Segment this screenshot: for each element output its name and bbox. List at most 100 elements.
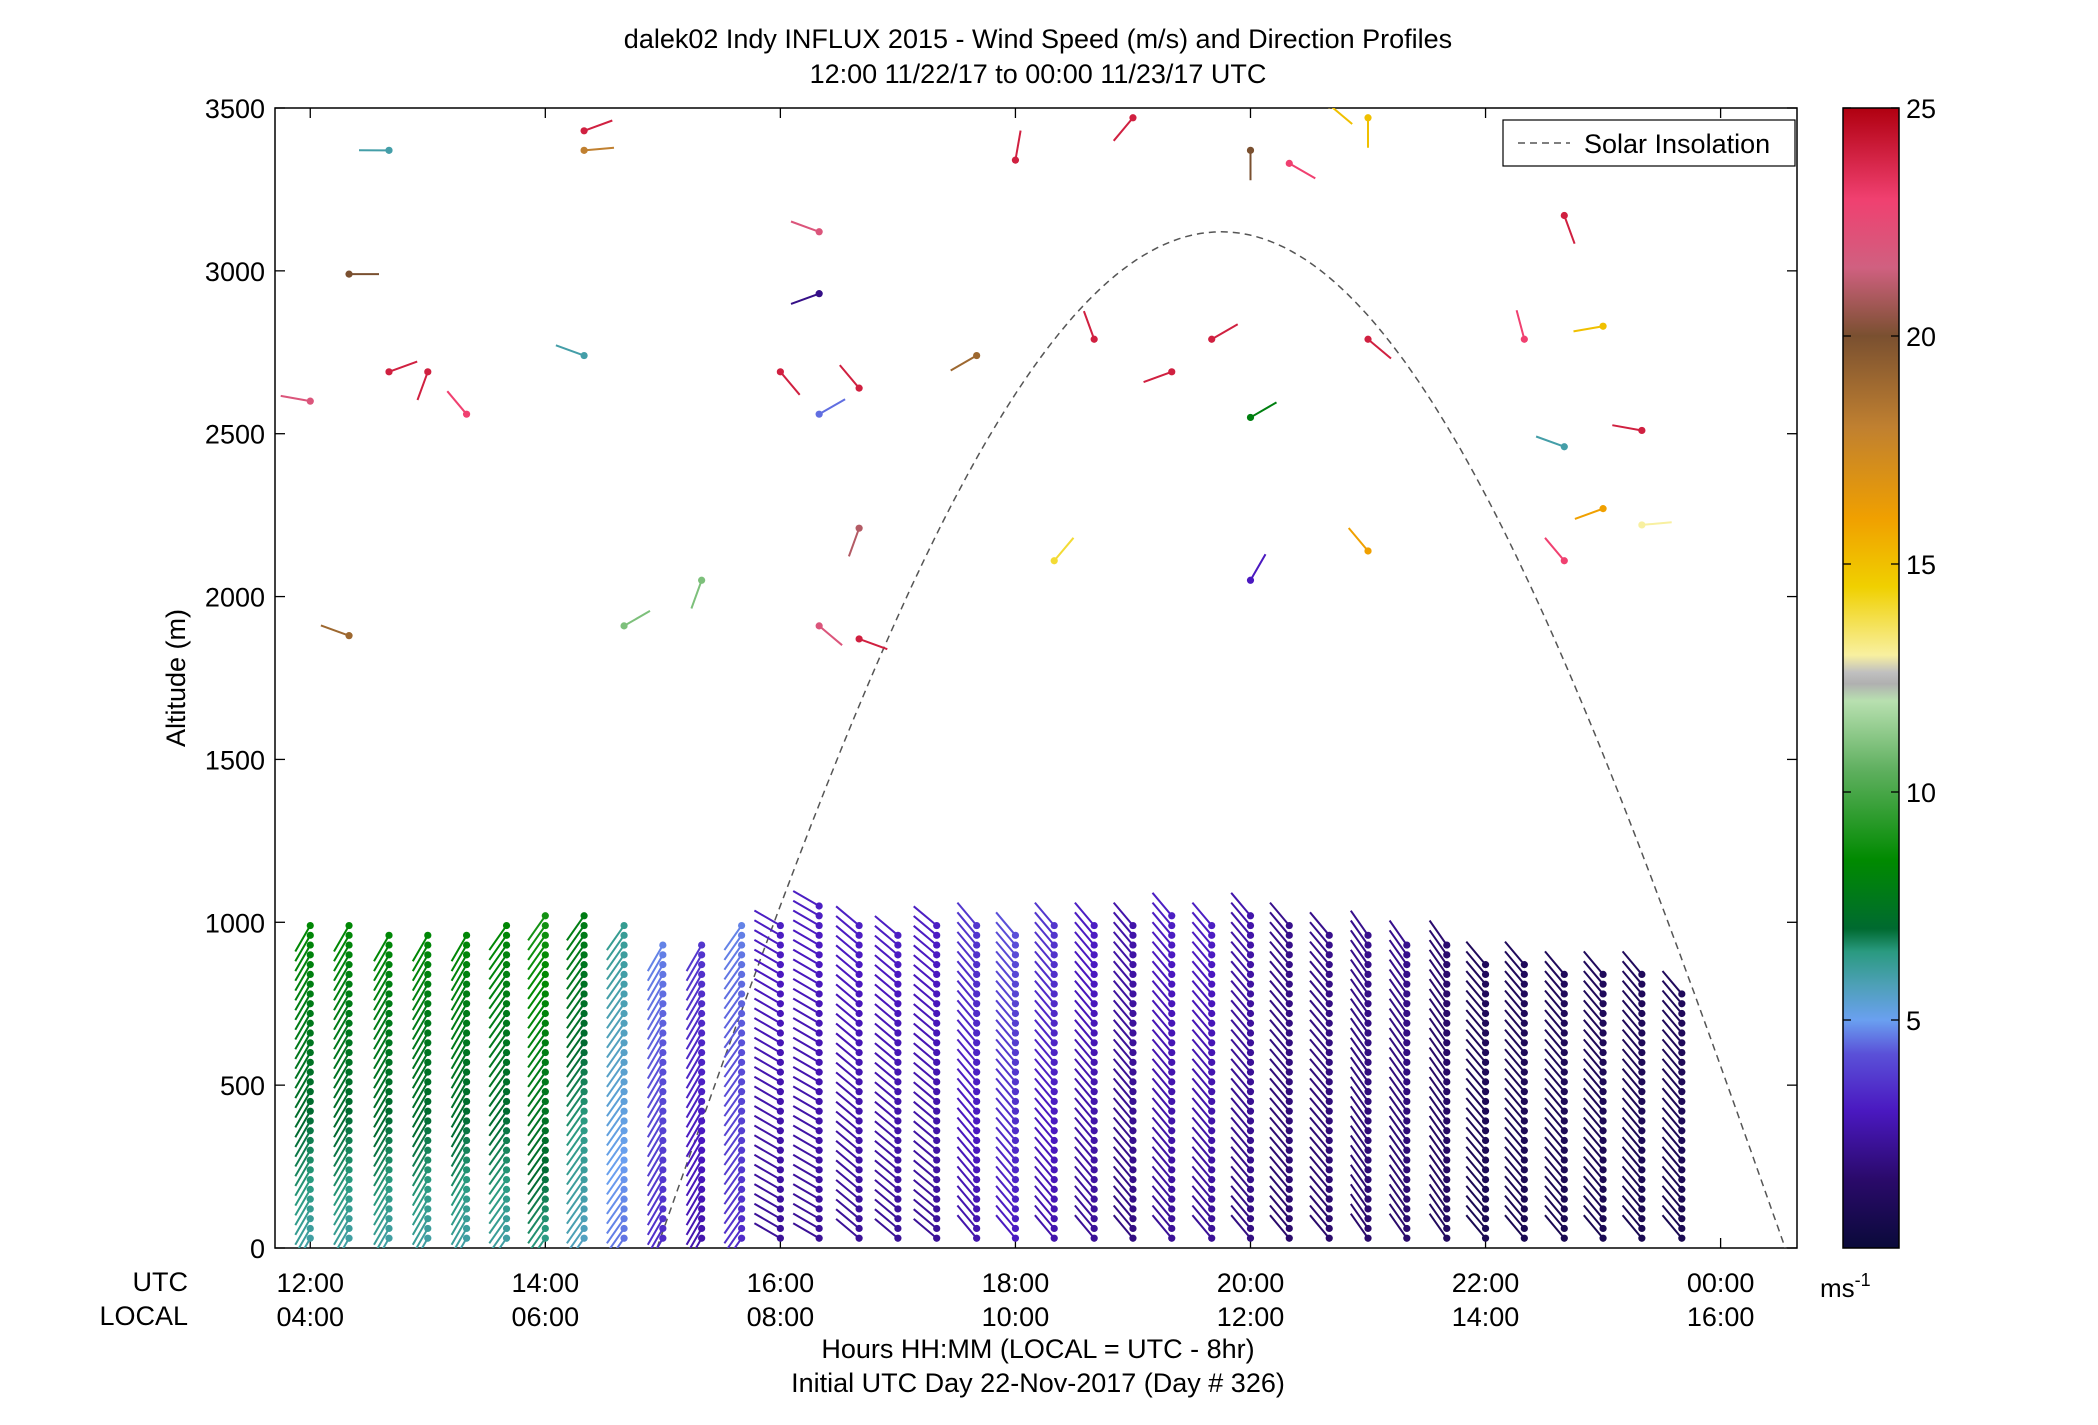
wind-stick xyxy=(753,968,781,986)
wind-point xyxy=(1090,1136,1098,1145)
wind-point xyxy=(424,970,432,979)
wind-point xyxy=(1208,1127,1216,1135)
wind-point xyxy=(1638,1039,1646,1047)
profile-point xyxy=(527,1048,549,1078)
profile-point xyxy=(1191,1077,1216,1106)
profile-point xyxy=(450,1078,471,1109)
wind-point xyxy=(306,1019,314,1027)
wind-point xyxy=(1208,1078,1216,1086)
wind-stick xyxy=(606,1012,625,1039)
wind-stick xyxy=(874,1149,899,1171)
wind-point xyxy=(933,1068,941,1076)
wind-stick xyxy=(1504,980,1526,1005)
wind-stick xyxy=(1349,1037,1369,1063)
wind-stick xyxy=(913,1061,938,1083)
profile-point xyxy=(450,970,471,1001)
profile-point xyxy=(1428,1056,1451,1086)
wind-stick xyxy=(1034,950,1055,976)
wind-point xyxy=(1364,1029,1372,1037)
wind-point xyxy=(776,1127,784,1135)
wind-point xyxy=(1403,1019,1411,1027)
wind-point xyxy=(933,1205,941,1213)
profile-point xyxy=(723,961,746,990)
wind-point xyxy=(1599,970,1607,979)
wind-stick xyxy=(1269,1146,1291,1171)
profile-point xyxy=(1230,1077,1255,1106)
wind-stick xyxy=(995,950,1017,976)
profile-point xyxy=(723,1156,746,1186)
wind-stick xyxy=(1074,1214,1095,1239)
wind-point xyxy=(776,980,784,988)
profile-point xyxy=(411,1078,432,1109)
wind-stick xyxy=(1230,901,1252,927)
wind-point xyxy=(620,1185,628,1193)
profile-point xyxy=(1349,1134,1372,1164)
profile-point xyxy=(1621,960,1646,988)
profile-point xyxy=(488,980,511,1010)
wind-stick xyxy=(1230,1058,1252,1083)
profile-point xyxy=(411,1136,432,1167)
wind-stick xyxy=(995,999,1017,1024)
profile-point xyxy=(723,990,746,1020)
wind-point xyxy=(1560,1195,1568,1203)
wind-point xyxy=(502,961,511,969)
profile-point xyxy=(1151,931,1176,959)
wind-point xyxy=(1285,1029,1293,1037)
wind-point xyxy=(776,1136,784,1145)
upper-point xyxy=(815,398,846,418)
y-tick-label: 0 xyxy=(250,1234,265,1264)
profile-point xyxy=(1151,970,1176,998)
profile-point xyxy=(1230,1185,1255,1213)
wind-point xyxy=(1208,961,1216,969)
wind-stick xyxy=(1151,960,1173,985)
wind-stick xyxy=(685,993,703,1021)
wind-stick xyxy=(723,1081,743,1108)
profile-point xyxy=(1349,949,1372,979)
wind-point xyxy=(737,1166,746,1174)
profile-point xyxy=(1661,989,1686,1018)
profile-point xyxy=(1074,1038,1098,1066)
wind-stick xyxy=(527,1100,547,1127)
wind-stick xyxy=(1388,1203,1408,1230)
wind-point xyxy=(1364,970,1372,979)
wind-point xyxy=(1285,1146,1293,1154)
wind-point xyxy=(933,941,941,949)
wind-stick xyxy=(333,1120,350,1148)
profile-point xyxy=(913,915,941,939)
wind-stick xyxy=(1112,1019,1134,1044)
profile-point xyxy=(835,983,863,1008)
wind-point xyxy=(1481,1136,1490,1145)
wind-stick xyxy=(723,934,743,961)
wind-stick xyxy=(1309,1155,1331,1181)
wind-stick xyxy=(753,1007,781,1025)
wind-point xyxy=(659,1205,667,1213)
wind-point xyxy=(580,1215,588,1223)
profile-point xyxy=(606,1039,628,1068)
wind-point xyxy=(424,1166,432,1174)
wind-stick xyxy=(1230,960,1252,985)
wind-stick xyxy=(874,1169,899,1191)
wind-stick xyxy=(1504,1087,1526,1112)
wind-point xyxy=(1208,980,1216,988)
wind-stick xyxy=(1349,998,1369,1024)
wind-point xyxy=(855,941,863,949)
profile-point xyxy=(606,1078,628,1108)
profile-point xyxy=(1269,1175,1293,1203)
wind-point xyxy=(815,1019,823,1027)
wind-stick xyxy=(1388,1174,1408,1200)
wind-barbs-layer xyxy=(280,108,1686,1248)
wind-point xyxy=(1168,1088,1176,1096)
wind-point xyxy=(345,270,353,278)
profile-point xyxy=(333,1176,353,1207)
wind-stick xyxy=(1504,989,1526,1015)
wind-stick xyxy=(294,1081,312,1109)
profile-point xyxy=(566,1107,588,1137)
profile-point xyxy=(488,1215,511,1244)
wind-stick xyxy=(566,1032,585,1059)
wind-point xyxy=(659,961,667,969)
profile-point xyxy=(566,921,588,951)
wind-stick xyxy=(1544,537,1566,562)
wind-stick xyxy=(685,964,703,992)
wind-point xyxy=(1246,1048,1255,1057)
wind-stick xyxy=(1661,1126,1683,1151)
